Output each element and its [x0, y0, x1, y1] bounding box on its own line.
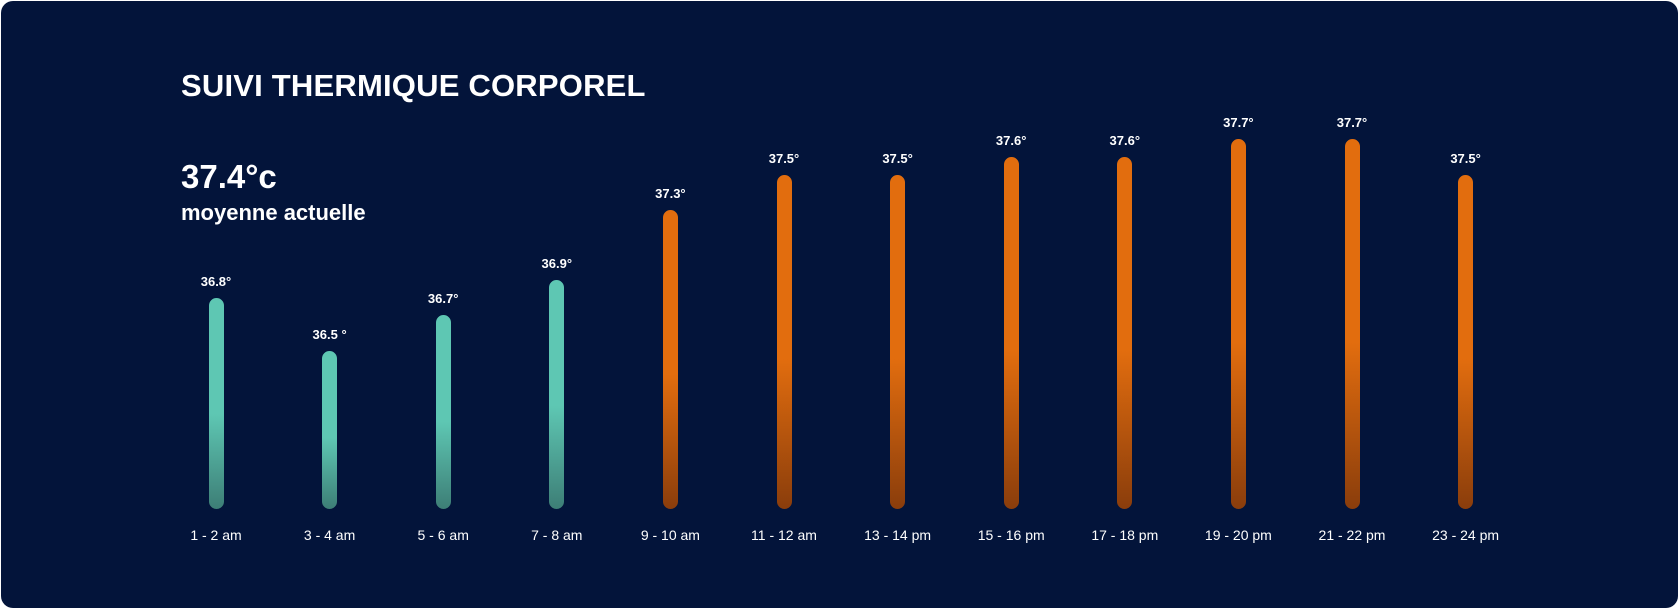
- x-axis-category-label: 7 - 8 am: [531, 527, 583, 543]
- bar-value-label: 37.7°: [1336, 115, 1368, 131]
- chart-bar-5: [662, 209, 678, 509]
- x-axis-category-label: 1 - 2 am: [190, 527, 242, 543]
- chart-bar-7: [890, 174, 906, 509]
- chart-bar-2: [322, 350, 338, 509]
- bar-value-label: 37.5°: [1450, 150, 1481, 166]
- x-axis-category-label: 11 - 12 am: [751, 527, 817, 543]
- bar-value-label: 37.6°: [1109, 133, 1141, 148]
- chart-bar-12: [1458, 174, 1474, 509]
- x-axis-category-label: 21 - 22 pm: [1318, 527, 1386, 543]
- bar-value-label: 36.5 °: [312, 326, 347, 342]
- x-axis-category-label: 15 - 16 pm: [977, 527, 1045, 543]
- bar-value-label: 37.3°: [655, 185, 686, 201]
- x-axis-category-label: 3 - 4 am: [303, 527, 356, 543]
- x-axis-category-label: 23 - 24 pm: [1432, 527, 1500, 543]
- x-axis-category-label: 9 - 10 am: [640, 527, 700, 543]
- chart-bar-6: [776, 174, 792, 509]
- bar-value-label: 37.5°: [882, 150, 913, 166]
- bar-value-label: 37.7°: [1223, 115, 1254, 131]
- x-axis-category-label: 13 - 14 pm: [864, 527, 932, 543]
- bar-value-label: 37.6°: [995, 133, 1027, 148]
- chart-bar-11: [1344, 139, 1360, 509]
- average-temperature-label: moyenne actuelle: [181, 200, 366, 225]
- bar-value-label: 36.9°: [541, 256, 573, 272]
- chart-bar-9: [1117, 157, 1133, 509]
- x-axis-category-label: 17 - 18 pm: [1091, 527, 1159, 543]
- chart-bar-1: [208, 297, 224, 509]
- chart-bar-4: [549, 280, 565, 509]
- chart-bar-3: [435, 315, 451, 509]
- chart-bar-8: [1003, 157, 1019, 509]
- bar-value-label: 37.5°: [768, 150, 800, 166]
- x-axis-category-label: 19 - 20 pm: [1204, 527, 1272, 543]
- chart-bar-10: [1230, 139, 1246, 509]
- bar-value-label: 36.7°: [427, 291, 459, 307]
- bar-value-label: 36.8°: [200, 273, 232, 289]
- page-title: SUIVI THERMIQUE CORPOREL: [181, 68, 646, 103]
- x-axis-category-label: 5 - 6 am: [417, 527, 469, 543]
- average-temperature-value: 37.4°c: [181, 158, 277, 195]
